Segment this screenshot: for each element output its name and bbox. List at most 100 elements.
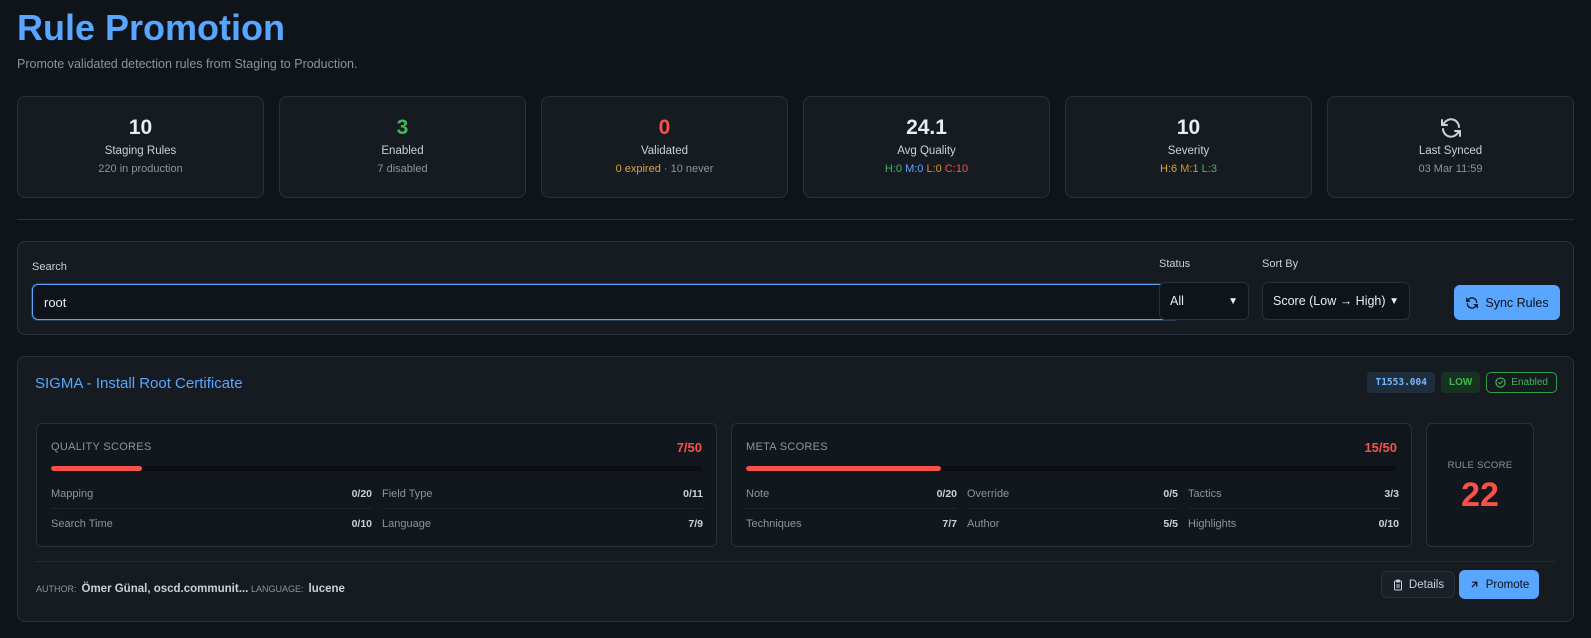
metric-label: Author (967, 518, 1000, 530)
metric-row: Author 5/5 (967, 512, 1178, 539)
metric-label: Search Time (51, 518, 113, 530)
metric-row: Override 0/5 (967, 482, 1178, 509)
author-value: Ömer Günal, oscd.communit... (81, 583, 249, 595)
stat-value: 24.1 (906, 116, 947, 139)
stat-severity: 10 Severity H:6 M:1 L:3 (1065, 96, 1312, 198)
meta-scores-box: META SCORES 15/50 Note 0/20 Override 0/5 T… (731, 423, 1412, 547)
metric-row: Note 0/20 (746, 482, 957, 509)
quality-medium: M:0 (905, 163, 924, 175)
stat-validated: 0 Validated 0 expired · 10 never (541, 96, 788, 198)
sync-rules-label: Sync Rules (1485, 295, 1549, 310)
sort-select-value: Score (Low → High) (1273, 294, 1386, 308)
rule-score-label: RULE SCORE (1447, 460, 1513, 471)
metric-value: 0/10 (351, 518, 372, 530)
severity-low: L:3 (1201, 163, 1217, 175)
filter-panel: Search Status All ▼ Sort By Score (Low →… (17, 241, 1574, 335)
language-label: LANGUAGE: (251, 584, 304, 594)
meta-scores-total: 15/50 (1364, 440, 1397, 455)
stat-label: Last Synced (1418, 145, 1483, 157)
metric-label: Highlights (1188, 518, 1237, 530)
stat-sub: 7 disabled (377, 163, 428, 175)
status-badge: Enabled (1486, 372, 1557, 393)
check-circle-icon (1495, 377, 1506, 388)
search-input[interactable] (32, 284, 1179, 320)
page-subtitle: Promote validated detection rules from S… (17, 57, 358, 71)
stat-enabled: 3 Enabled 7 disabled (279, 96, 526, 198)
separator: · (660, 163, 671, 175)
metric-value: 0/5 (1163, 488, 1178, 500)
rule-title[interactable]: SIGMA - Install Root Certificate (35, 375, 243, 392)
metric-value: 5/5 (1163, 518, 1178, 530)
metric-value: 0/11 (683, 488, 703, 500)
metric-value: 0/10 (1378, 518, 1399, 530)
severity-badge: LOW (1440, 372, 1481, 393)
quality-scores-total: 7/50 (676, 440, 702, 455)
metric-row: Mapping 0/20 (51, 482, 372, 509)
expired-count: 0 expired (615, 163, 661, 175)
stat-sub: 220 in production (98, 163, 183, 175)
metric-row: Language 7/9 (382, 512, 703, 539)
stat-label: Enabled (381, 145, 424, 157)
metric-row: Techniques 7/7 (746, 512, 957, 539)
stats-row: 10 Staging Rules 220 in production 3 Ena… (17, 96, 1574, 198)
status-select[interactable]: All ▼ (1159, 282, 1249, 320)
status-badge-label: Enabled (1511, 377, 1548, 388)
metric-label: Language (382, 518, 431, 530)
quality-low: L:0 (926, 163, 942, 175)
metric-row: Field Type 0/11 (382, 482, 703, 509)
severity-high: H:6 (1160, 163, 1178, 175)
author-meta: AUTHOR: Ömer Günal, oscd.communit... (36, 583, 248, 595)
stat-label: Validated (640, 145, 689, 157)
metric-value: 7/7 (942, 518, 957, 530)
stat-staging-rules: 10 Staging Rules 220 in production (17, 96, 264, 198)
metric-label: Mapping (51, 488, 94, 500)
metric-label: Field Type (382, 488, 433, 500)
severity-medium: M:1 (1180, 163, 1199, 175)
status-select-value: All (1170, 294, 1184, 308)
quality-critical: C:10 (944, 163, 969, 175)
stat-value: 10 (128, 116, 153, 139)
stat-sub: 03 Mar 11:59 (1418, 163, 1483, 175)
promote-button[interactable]: Promote (1459, 570, 1539, 599)
stat-value: 0 (658, 116, 671, 139)
metric-label: Override (967, 488, 1010, 500)
metric-value: 3/3 (1384, 488, 1399, 500)
metric-value: 0/20 (936, 488, 957, 500)
metric-value: 7/9 (688, 518, 703, 530)
rule-score-box: RULE SCORE 22 (1426, 423, 1534, 547)
search-label: Search (32, 261, 67, 273)
card-divider (35, 561, 1556, 562)
metric-label: Tactics (1188, 488, 1222, 500)
metric-row: Highlights 0/10 (1188, 512, 1399, 539)
metric-row: Tactics 3/3 (1188, 482, 1399, 509)
refresh-icon (1440, 118, 1461, 138)
stat-label: Avg Quality (897, 145, 956, 157)
metric-value: 0/20 (351, 488, 372, 500)
clipboard-icon (1393, 579, 1402, 590)
meta-progress-track (746, 466, 1397, 471)
meta-scores-title: META SCORES (746, 441, 828, 453)
promote-label: Promote (1485, 578, 1530, 591)
stat-sub: 0 expired · 10 never (542, 163, 787, 175)
rule-card: SIGMA - Install Root Certificate T1553.0… (17, 356, 1574, 622)
stat-avg-quality: 24.1 Avg Quality H:0 M:0 L:0 C:10 (803, 96, 1050, 198)
stat-value: 10 (1176, 116, 1201, 139)
arrow-up-right-icon (1471, 581, 1478, 588)
section-divider (17, 219, 1574, 220)
never-count: 10 never (670, 163, 714, 175)
stat-value: 3 (396, 116, 409, 139)
sort-select[interactable]: Score (Low → High) ▼ (1262, 282, 1410, 320)
details-button[interactable]: Details (1381, 571, 1455, 598)
rule-badges: T1553.004 LOW Enabled (1367, 372, 1557, 393)
refresh-icon (1466, 296, 1479, 309)
chevron-down-icon: ▼ (1389, 295, 1399, 307)
meta-progress-fill (746, 466, 942, 471)
quality-scores-title: QUALITY SCORES (51, 441, 152, 453)
language-value: lucene (308, 583, 345, 595)
quality-progress-track (51, 466, 702, 471)
sync-rules-button[interactable]: Sync Rules (1454, 285, 1560, 320)
stat-label: Severity (1167, 145, 1210, 157)
quality-progress-fill (51, 466, 143, 471)
page-title: Rule Promotion (17, 7, 285, 48)
status-label: Status (1159, 258, 1191, 270)
